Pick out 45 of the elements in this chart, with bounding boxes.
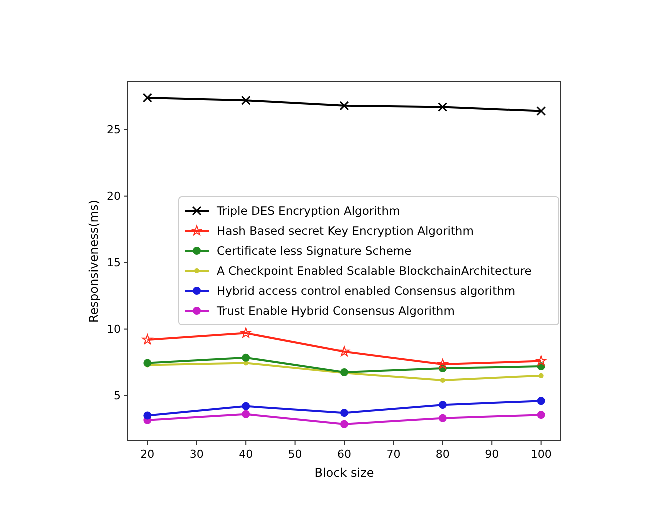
legend-label: Hybrid access control enabled Consensus algorithm [217,284,516,298]
point [242,354,250,362]
point [242,402,250,410]
point [438,359,448,370]
x-tick-label: 100 [530,448,552,461]
y-tick-label: 25 [107,124,121,137]
x-tick-label: 20 [140,448,155,461]
y-tick-label: 10 [107,323,121,336]
point [240,328,252,338]
point [144,359,152,368]
point [537,411,546,420]
point [438,414,447,422]
point [536,356,547,366]
legend-label: Hash Based secret Key Encryption Algorithm [217,224,474,238]
point [438,401,447,410]
x-tick-label: 80 [436,448,450,461]
point [142,334,153,344]
point [242,410,250,418]
point [340,101,350,111]
point [340,409,348,418]
point [536,106,546,116]
point [142,93,152,103]
point [438,102,448,112]
legend-label: Certificate less Signature Scheme [217,244,412,258]
x-tick-label: 60 [338,448,352,461]
y-tick-label: 20 [107,190,121,204]
x-tick-label: 40 [239,448,254,461]
legend-label: A Checkpoint Enabled Scalable BlockchainArchitecture [217,264,532,278]
y-tick-label: 5 [114,390,121,403]
legend-label: Trust Enable Hybrid Consensus Algorithm [216,304,455,318]
point [144,412,152,420]
point [440,378,446,383]
point [340,420,348,428]
point [537,397,546,406]
legend-label: Triple DES Encryption Algorithm [216,204,400,218]
point [538,373,544,378]
x-tick-label: 70 [386,448,401,461]
y-tick-label: 15 [107,256,121,270]
x-tick-label: 90 [485,448,500,461]
x-tick-label: 30 [190,448,204,461]
y-axis-title: Responsiveness(ms) [87,200,101,323]
x-axis-title: Block size [314,466,374,480]
point [241,96,251,106]
point [339,346,350,356]
x-tick-label: 50 [288,448,302,461]
